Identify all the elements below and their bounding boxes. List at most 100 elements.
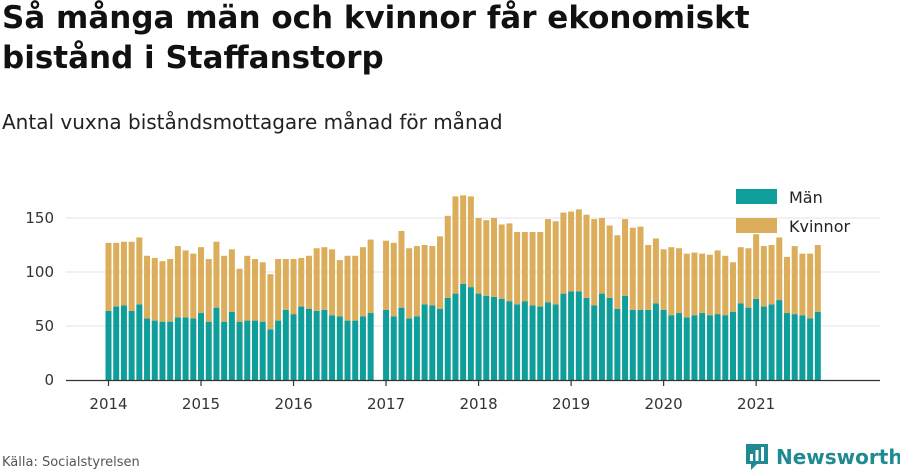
bar-man — [676, 313, 683, 380]
bar-man — [159, 321, 166, 380]
bar-kvinnor — [475, 218, 482, 294]
bar-man — [745, 307, 752, 380]
bar-man — [467, 287, 474, 380]
bar-man — [807, 318, 814, 380]
bar-man — [768, 304, 775, 380]
bar-kvinnor — [560, 212, 567, 294]
bar-kvinnor — [544, 219, 551, 303]
bar-kvinnor — [606, 225, 613, 298]
bar-kvinnor — [521, 232, 528, 302]
bar-kvinnor — [236, 268, 243, 322]
x-tick-label: 2021 — [737, 395, 775, 413]
bar-man — [776, 300, 783, 380]
brand-logo: Newsworthy — [744, 440, 900, 474]
y-tick-label: 100 — [25, 263, 54, 281]
bar-kvinnor — [205, 259, 212, 322]
bar-man — [652, 303, 659, 380]
bar-man — [575, 291, 582, 380]
bar-kvinnor — [221, 255, 228, 322]
legend-label-kvinnor: Kvinnor — [789, 217, 850, 236]
x-tick-label: 2014 — [89, 395, 127, 413]
bar-kvinnor — [799, 253, 806, 316]
bar-kvinnor — [575, 209, 582, 292]
bar-kvinnor — [251, 259, 258, 321]
bar-man — [606, 297, 613, 380]
bar-man — [398, 307, 405, 380]
bar-man — [537, 306, 544, 380]
bar-man — [645, 309, 652, 380]
bar-kvinnor — [298, 257, 305, 307]
brand-name: Newsworthy — [776, 445, 900, 469]
legend-swatch-man — [736, 189, 777, 204]
bar-kvinnor — [290, 259, 297, 315]
bar-man — [205, 321, 212, 380]
bar-kvinnor — [452, 196, 459, 294]
bar-kvinnor — [629, 227, 636, 310]
bar-kvinnor — [467, 196, 474, 288]
bar-man — [321, 309, 328, 380]
bar-man — [174, 317, 181, 380]
bar-kvinnor — [437, 236, 444, 309]
bar-kvinnor — [159, 261, 166, 322]
x-tick-label: 2019 — [552, 395, 590, 413]
x-tick-label: 2018 — [459, 395, 497, 413]
bar-kvinnor — [568, 211, 575, 292]
bar-kvinnor — [344, 255, 351, 321]
bar-kvinnor — [429, 246, 436, 306]
bar-man — [228, 311, 235, 380]
bar-man — [683, 317, 690, 380]
bar-man — [298, 306, 305, 380]
bar-kvinnor — [413, 246, 420, 317]
bar-kvinnor — [213, 241, 220, 308]
bar-kvinnor — [660, 249, 667, 310]
bar-man — [429, 305, 436, 380]
bar-man — [259, 321, 266, 380]
bar-man — [444, 297, 451, 380]
bar-man — [568, 291, 575, 380]
bar-kvinnor — [390, 242, 397, 317]
bar-kvinnor — [259, 262, 266, 322]
bar-kvinnor — [174, 246, 181, 318]
bars-layer — [105, 195, 821, 380]
bar-man — [198, 313, 205, 380]
bar-man — [529, 305, 536, 380]
bar-kvinnor — [105, 242, 112, 311]
bar-man — [614, 308, 621, 380]
bar-man — [760, 306, 767, 380]
bar-man — [151, 320, 158, 380]
bar-kvinnor — [529, 232, 536, 306]
bar-man — [213, 307, 220, 380]
bar-man — [352, 320, 359, 380]
bar-kvinnor — [198, 247, 205, 314]
bar-man — [182, 317, 189, 380]
bar-kvinnor — [768, 245, 775, 305]
bar-man — [383, 309, 390, 380]
chart-title: Så många män och kvinnor får ekonomiskt … — [2, 0, 750, 76]
bar-kvinnor — [144, 255, 151, 319]
bar-kvinnor — [313, 248, 320, 311]
bar-kvinnor — [244, 255, 251, 321]
bar-man — [236, 321, 243, 380]
bar-man — [105, 310, 112, 380]
bar-kvinnor — [398, 230, 405, 308]
bar-man — [120, 305, 127, 380]
bar-kvinnor — [275, 259, 282, 321]
bar-kvinnor — [267, 274, 274, 330]
bar-kvinnor — [228, 249, 235, 312]
bar-kvinnor — [506, 223, 513, 302]
bar-man — [583, 297, 590, 380]
bar-kvinnor — [406, 248, 413, 319]
bar-man — [282, 309, 289, 380]
bar-man — [244, 320, 251, 380]
bar-man — [275, 320, 282, 380]
bar-man — [544, 302, 551, 380]
bar-man — [329, 315, 336, 380]
bar-man — [714, 314, 721, 380]
bar-man — [460, 283, 467, 380]
x-tick-label: 2015 — [182, 395, 220, 413]
bar-man — [290, 314, 297, 380]
bar-man — [552, 304, 559, 380]
bar-kvinnor — [498, 224, 505, 299]
bar-kvinnor — [383, 240, 390, 310]
